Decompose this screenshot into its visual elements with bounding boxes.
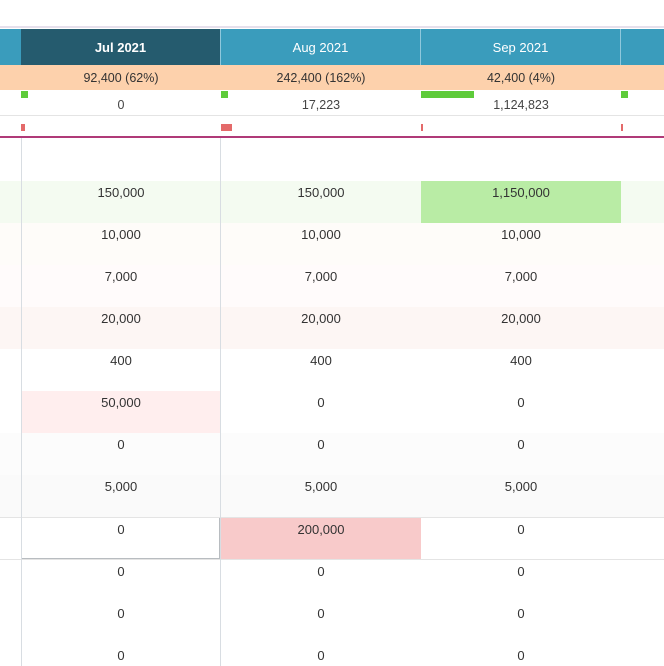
grid-cell[interactable]: 10,000 bbox=[301, 227, 341, 242]
balance-bar-jul bbox=[21, 91, 28, 98]
grid-cell[interactable]: 0 bbox=[517, 564, 525, 579]
highlight-cell-sep-row1 bbox=[421, 181, 621, 223]
row-band-3 bbox=[0, 265, 664, 307]
deficit-bar-jul bbox=[21, 124, 25, 131]
highlight-cell-aug-row9 bbox=[221, 518, 421, 559]
grid-cell[interactable]: 200,000 bbox=[297, 522, 345, 537]
group-divider-1 bbox=[0, 517, 664, 518]
grid-cell[interactable]: 0 bbox=[517, 522, 525, 537]
grid-cell[interactable]: 0 bbox=[517, 648, 525, 663]
grid-cell[interactable]: 7,000 bbox=[304, 269, 338, 284]
summary-cell-aug: 242,400 (162%) bbox=[221, 65, 421, 90]
month-header-prev[interactable] bbox=[0, 29, 21, 65]
deficit-bar-sep bbox=[421, 124, 423, 131]
grid-cell[interactable]: 0 bbox=[317, 606, 325, 621]
row-band-7 bbox=[0, 433, 664, 475]
top-divider bbox=[0, 26, 664, 28]
month-header-aug-2021[interactable]: Aug 2021 bbox=[221, 29, 421, 65]
grid-cell[interactable]: 0 bbox=[317, 564, 325, 579]
summary-cell-sep: 42,400 (4%) bbox=[421, 65, 621, 90]
grid-cell[interactable]: 0 bbox=[317, 437, 325, 452]
grid-cell[interactable]: 0 bbox=[517, 437, 525, 452]
grid-cell[interactable]: 20,000 bbox=[101, 311, 141, 326]
grid-cell[interactable]: 400 bbox=[110, 353, 132, 368]
grid-cell[interactable]: 5,000 bbox=[104, 479, 138, 494]
column-divider-jul bbox=[21, 138, 22, 666]
grid-cell[interactable]: 0 bbox=[117, 564, 125, 579]
summary-cell-prev bbox=[0, 65, 21, 90]
total-value-sep: 1,124,823 bbox=[493, 98, 549, 112]
month-header-next[interactable] bbox=[621, 29, 664, 65]
grid-cell[interactable]: 400 bbox=[310, 353, 332, 368]
grid-cell[interactable]: 0 bbox=[317, 648, 325, 663]
group-divider-2 bbox=[0, 559, 664, 560]
grid-cell[interactable]: 400 bbox=[510, 353, 532, 368]
grid-cell[interactable]: 0 bbox=[517, 395, 525, 410]
deficit-bar-aug bbox=[221, 124, 232, 131]
row-band-4 bbox=[0, 307, 664, 349]
grid-cell[interactable]: 1,150,000 bbox=[492, 185, 550, 200]
highlight-cell-jul-row6 bbox=[21, 391, 221, 433]
section-divider bbox=[0, 136, 664, 138]
grid-cell[interactable]: 0 bbox=[117, 522, 125, 537]
grid-cell[interactable]: 50,000 bbox=[101, 395, 141, 410]
grid-cell[interactable]: 5,000 bbox=[304, 479, 338, 494]
totals-divider bbox=[0, 115, 664, 116]
summary-cell-next bbox=[621, 65, 664, 90]
balance-bar-sep bbox=[421, 91, 474, 98]
column-divider-aug bbox=[220, 138, 221, 666]
balance-bar-aug bbox=[221, 91, 228, 98]
row-band-2 bbox=[0, 223, 664, 265]
grid-cell[interactable]: 0 bbox=[117, 648, 125, 663]
grid-cell[interactable]: 7,000 bbox=[104, 269, 138, 284]
grid-cell[interactable]: 0 bbox=[317, 395, 325, 410]
grid-cell[interactable]: 150,000 bbox=[297, 185, 345, 200]
grid-cell[interactable]: 0 bbox=[117, 606, 125, 621]
total-value-aug: 17,223 bbox=[301, 98, 341, 112]
grid-cell[interactable]: 10,000 bbox=[501, 227, 541, 242]
grid-cell[interactable]: 10,000 bbox=[101, 227, 141, 242]
summary-cell-jul: 92,400 (62%) bbox=[21, 65, 221, 90]
row-band-8 bbox=[0, 475, 664, 517]
grid-cell[interactable]: 5,000 bbox=[504, 479, 538, 494]
grid-cell[interactable]: 0 bbox=[517, 606, 525, 621]
grid-cell[interactable]: 20,000 bbox=[501, 311, 541, 326]
grid-cell[interactable]: 0 bbox=[117, 437, 125, 452]
deficit-bar-next bbox=[621, 124, 623, 131]
grid-cell[interactable]: 150,000 bbox=[97, 185, 145, 200]
grid-cell[interactable]: 7,000 bbox=[504, 269, 538, 284]
grid-cell[interactable]: 20,000 bbox=[301, 311, 341, 326]
month-header-jul-2021[interactable]: Jul 2021 bbox=[21, 29, 221, 65]
month-header-sep-2021[interactable]: Sep 2021 bbox=[421, 29, 621, 65]
balance-bar-next bbox=[621, 91, 628, 98]
total-value-jul: 0 bbox=[117, 98, 125, 112]
